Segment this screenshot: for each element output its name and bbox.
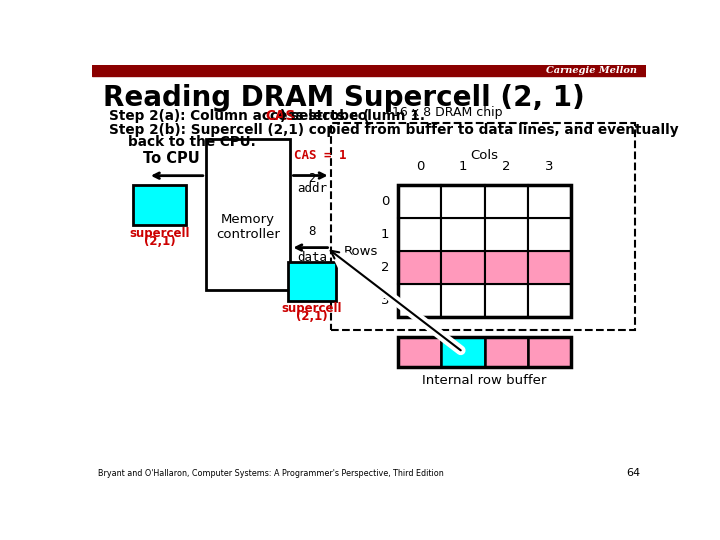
Bar [485,336,528,367]
Text: Memory
controller: Memory controller [216,213,280,241]
Text: 2: 2 [381,261,389,274]
Bar [398,284,441,318]
Text: 1: 1 [459,160,467,173]
Text: 2: 2 [308,172,316,185]
Bar [398,336,441,367]
Text: addr: addr [297,181,327,195]
Text: 64: 64 [626,468,640,477]
Bar [528,336,571,367]
Bar [485,185,528,218]
Text: supercell: supercell [130,227,190,240]
Text: Internal row buffer: Internal row buffer [423,374,546,387]
Text: Step 2(a): Column access strobe (: Step 2(a): Column access strobe ( [109,110,369,124]
Bar [528,251,571,284]
Text: Step 2(b): Supercell (2,1) copied from buffer to data lines, and eventually: Step 2(b): Supercell (2,1) copied from b… [109,123,678,137]
Bar [528,284,571,318]
Text: Carnegie Mellon: Carnegie Mellon [546,66,637,75]
Bar [398,218,441,251]
Bar [398,185,441,218]
Bar [441,336,485,367]
Bar [330,123,634,330]
Bar [485,218,528,251]
Bar [92,65,647,76]
Text: 0: 0 [415,160,424,173]
Text: data: data [297,251,327,264]
Text: 1: 1 [381,228,389,241]
Text: 8: 8 [308,225,316,238]
Text: CAS = 1: CAS = 1 [294,148,347,161]
Text: 2: 2 [502,160,510,173]
Bar [441,251,485,284]
Text: 3: 3 [545,160,554,173]
Text: CAS: CAS [266,110,296,124]
Text: Rows: Rows [344,245,379,258]
Bar [441,185,485,218]
Bar [206,139,290,289]
Text: Bryant and O'Hallaron, Computer Systems: A Programmer's Perspective, Third Editi: Bryant and O'Hallaron, Computer Systems:… [98,469,444,477]
Bar [288,262,336,301]
Text: back to the CPU.: back to the CPU. [109,135,256,149]
Bar [398,185,571,318]
Text: (2,1): (2,1) [144,235,176,248]
Bar [528,185,571,218]
Text: supercell: supercell [282,302,342,315]
Bar [441,218,485,251]
Bar [441,284,485,318]
Text: (2,1): (2,1) [296,310,328,323]
Bar [528,218,571,251]
Text: To CPU: To CPU [143,151,199,166]
Bar [398,251,441,284]
Text: 0: 0 [381,195,389,208]
Text: Cols: Cols [470,149,498,162]
Text: Reading DRAM Supercell (2, 1): Reading DRAM Supercell (2, 1) [104,84,585,112]
Bar [485,284,528,318]
Bar [133,185,186,225]
Text: 16 x 8 DRAM chip: 16 x 8 DRAM chip [392,106,503,119]
Text: 3: 3 [381,294,389,307]
Text: ) selects column 1.: ) selects column 1. [280,110,425,124]
Bar [485,251,528,284]
Bar [398,336,571,367]
